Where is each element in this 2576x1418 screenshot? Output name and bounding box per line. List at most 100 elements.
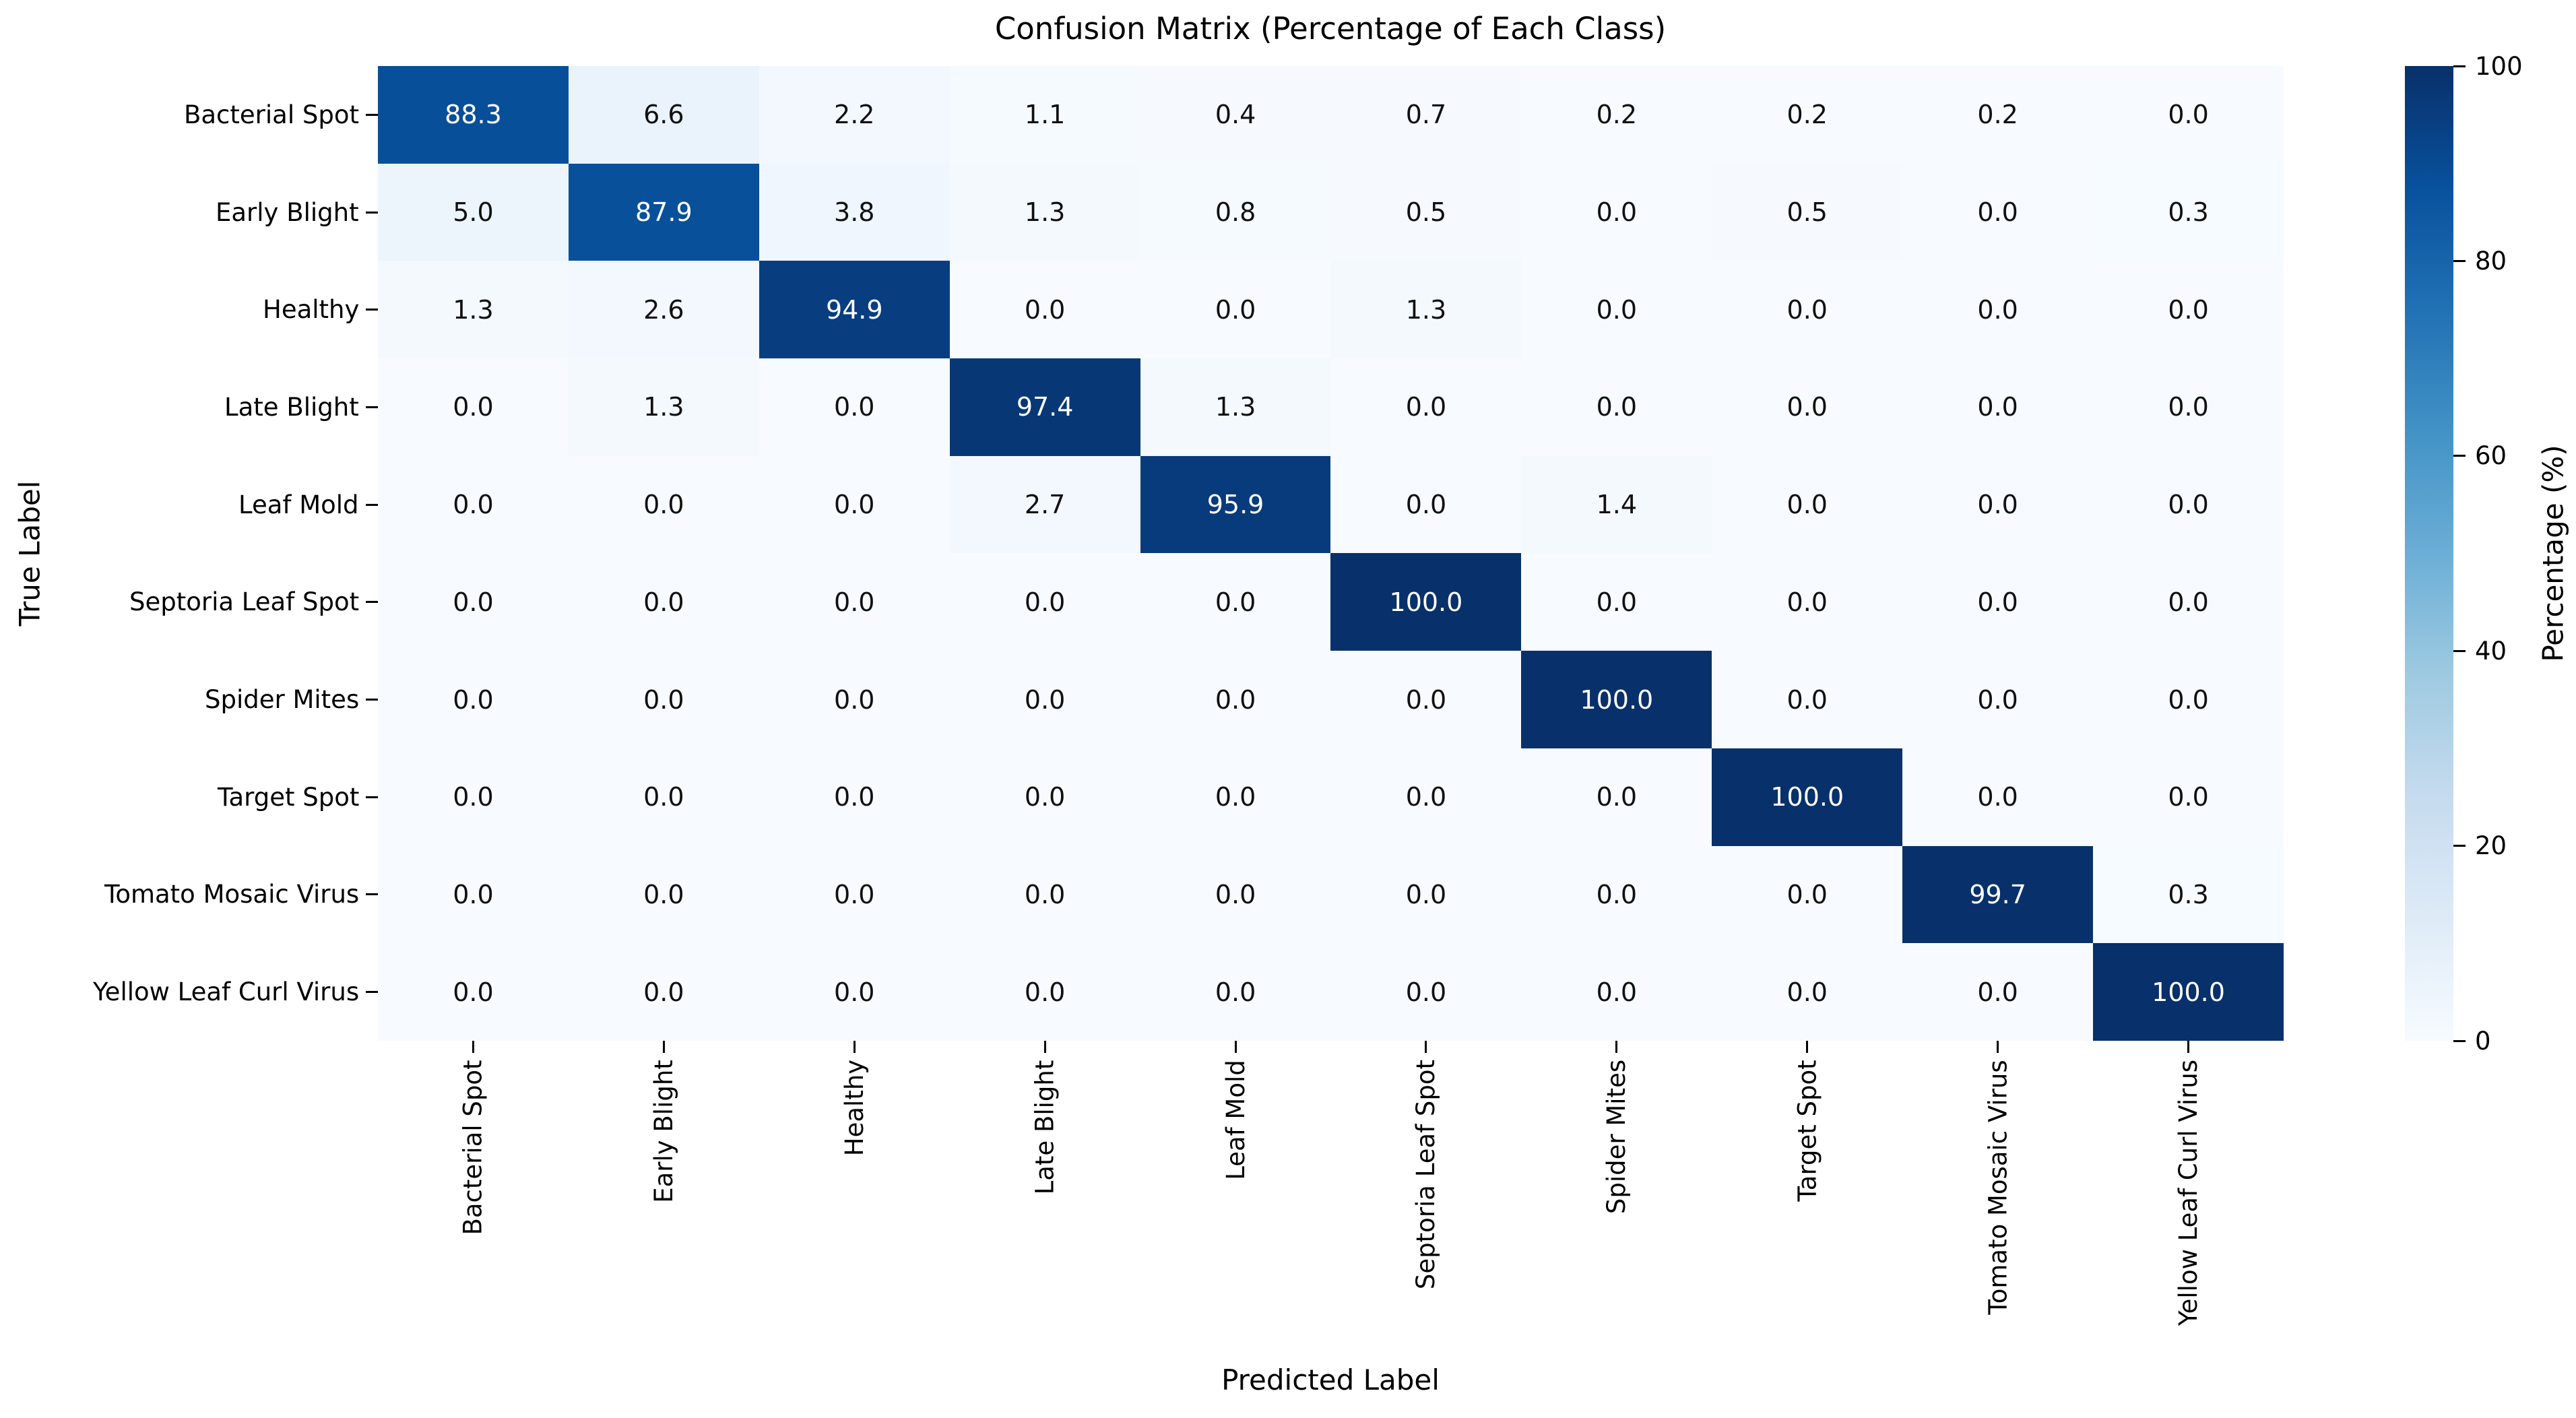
cell-value: 0.0 bbox=[643, 782, 684, 812]
cell-value: 0.8 bbox=[1215, 197, 1256, 228]
matrix-cell: 95.9 bbox=[1140, 455, 1331, 554]
cell-value: 6.6 bbox=[643, 100, 684, 130]
cell-value: 0.0 bbox=[1215, 977, 1256, 1007]
matrix-cell: 0.0 bbox=[1712, 943, 1903, 1041]
matrix-cell: 0.2 bbox=[1902, 66, 2094, 164]
cell-value: 0.7 bbox=[1405, 100, 1447, 130]
matrix-cell: 0.0 bbox=[1902, 261, 2094, 359]
matrix-cell: 87.9 bbox=[568, 163, 759, 261]
cell-value: 0.0 bbox=[1405, 782, 1447, 812]
cell-value: 0.0 bbox=[1405, 490, 1447, 520]
y-axis-label: True Label bbox=[13, 480, 46, 626]
row-label: Tomato Mosaic Virus bbox=[104, 880, 360, 909]
matrix-cell: 0.0 bbox=[1712, 651, 1903, 748]
matrix-cell: 0.0 bbox=[1712, 358, 1903, 456]
cell-value: 0.0 bbox=[453, 392, 494, 422]
cell-value: 0.2 bbox=[1596, 100, 1638, 130]
cell-value: 100.0 bbox=[2152, 977, 2225, 1007]
cell-value: 2.2 bbox=[834, 100, 875, 130]
matrix-cell: 0.0 bbox=[1521, 553, 1712, 651]
matrix-cell: 0.0 bbox=[1712, 845, 1903, 944]
matrix-cell: 0.0 bbox=[1140, 261, 1331, 359]
colorbar-tick bbox=[2453, 649, 2466, 652]
colorbar-tick-label: 0 bbox=[2475, 1026, 2491, 1056]
cell-value: 0.0 bbox=[1977, 684, 2018, 715]
matrix-cell: 0.0 bbox=[2093, 651, 2284, 748]
col-label: Yellow Leaf Curl Virus bbox=[2174, 1059, 2203, 1326]
colorbar-tick-label: 80 bbox=[2475, 246, 2507, 276]
x-tick bbox=[2187, 1041, 2190, 1053]
matrix-cell: 0.5 bbox=[1712, 163, 1903, 261]
col-label: Leaf Mold bbox=[1221, 1060, 1250, 1180]
matrix-cell: 0.0 bbox=[2093, 455, 2284, 554]
matrix-cell: 1.3 bbox=[378, 261, 569, 359]
x-tick bbox=[853, 1041, 856, 1053]
cell-value: 88.3 bbox=[445, 100, 502, 130]
matrix-cell: 100.0 bbox=[1521, 651, 1712, 748]
matrix-cell: 0.0 bbox=[1902, 553, 2094, 651]
y-tick bbox=[366, 503, 378, 506]
x-tick bbox=[662, 1041, 665, 1053]
matrix-cell: 6.6 bbox=[568, 66, 759, 164]
matrix-cell: 1.3 bbox=[1330, 261, 1522, 359]
y-tick bbox=[366, 991, 378, 994]
cell-value: 0.0 bbox=[1024, 879, 1066, 909]
matrix-cell: 0.0 bbox=[1330, 845, 1522, 944]
cell-value: 0.0 bbox=[1977, 197, 2018, 228]
cell-value: 0.0 bbox=[1596, 294, 1638, 325]
row-label: Late Blight bbox=[224, 392, 359, 422]
cell-value: 100.0 bbox=[1580, 684, 1654, 715]
cell-value: 1.1 bbox=[1024, 100, 1066, 130]
x-tick bbox=[1806, 1041, 1809, 1053]
matrix-cell: 0.0 bbox=[949, 553, 1140, 651]
cell-value: 1.3 bbox=[1215, 392, 1256, 422]
matrix-cell: 0.0 bbox=[1330, 358, 1522, 456]
y-tick bbox=[366, 113, 378, 116]
matrix-cell: 0.0 bbox=[1902, 163, 2094, 261]
col-label: Septoria Leaf Spot bbox=[1411, 1059, 1441, 1290]
matrix-cell: 0.0 bbox=[1521, 358, 1712, 456]
row-label: Target Spot bbox=[218, 782, 360, 812]
colorbar-tick-label: 60 bbox=[2475, 441, 2507, 471]
cell-value: 0.0 bbox=[643, 587, 684, 617]
cell-value: 100.0 bbox=[1770, 782, 1844, 812]
matrix-cell: 94.9 bbox=[759, 261, 950, 359]
matrix-cell: 0.0 bbox=[759, 651, 950, 748]
colorbar-tick-label: 40 bbox=[2475, 636, 2507, 666]
cell-value: 0.0 bbox=[1977, 294, 2018, 325]
cell-value: 0.0 bbox=[834, 684, 875, 715]
cell-value: 2.7 bbox=[1024, 490, 1066, 520]
matrix-cell: 0.0 bbox=[1330, 748, 1522, 846]
cell-value: 0.0 bbox=[1786, 392, 1828, 422]
matrix-cell: 0.0 bbox=[378, 651, 569, 748]
matrix-cell: 0.0 bbox=[568, 748, 759, 846]
cell-value: 0.0 bbox=[834, 392, 875, 422]
row-label: Leaf Mold bbox=[238, 490, 359, 519]
matrix-cell: 0.0 bbox=[1140, 651, 1331, 748]
cell-value: 0.0 bbox=[643, 684, 684, 715]
y-tick bbox=[366, 309, 378, 311]
cell-value: 0.5 bbox=[1405, 197, 1447, 228]
cell-value: 100.0 bbox=[1389, 587, 1463, 617]
cell-value: 0.0 bbox=[1215, 587, 1256, 617]
matrix-cell: 0.0 bbox=[378, 943, 569, 1041]
x-tick bbox=[1997, 1041, 1999, 1053]
matrix-cell: 1.3 bbox=[568, 358, 759, 456]
matrix-cell: 0.0 bbox=[378, 358, 569, 456]
matrix-cell: 0.0 bbox=[1712, 261, 1903, 359]
matrix-cell: 0.0 bbox=[949, 943, 1140, 1041]
row-label: Early Blight bbox=[216, 197, 359, 227]
cell-value: 0.0 bbox=[1024, 977, 1066, 1007]
matrix-cell: 0.0 bbox=[1521, 748, 1712, 846]
matrix-cell: 97.4 bbox=[949, 358, 1140, 456]
matrix-cell: 0.0 bbox=[949, 748, 1140, 846]
cell-value: 0.0 bbox=[1977, 782, 2018, 812]
cell-value: 0.0 bbox=[1786, 294, 1828, 325]
cell-value: 0.0 bbox=[453, 977, 494, 1007]
cell-value: 0.0 bbox=[1215, 879, 1256, 909]
cell-value: 0.4 bbox=[1215, 100, 1256, 130]
col-label: Late Blight bbox=[1030, 1060, 1060, 1194]
y-tick bbox=[366, 406, 378, 408]
matrix-cell: 2.6 bbox=[568, 261, 759, 359]
